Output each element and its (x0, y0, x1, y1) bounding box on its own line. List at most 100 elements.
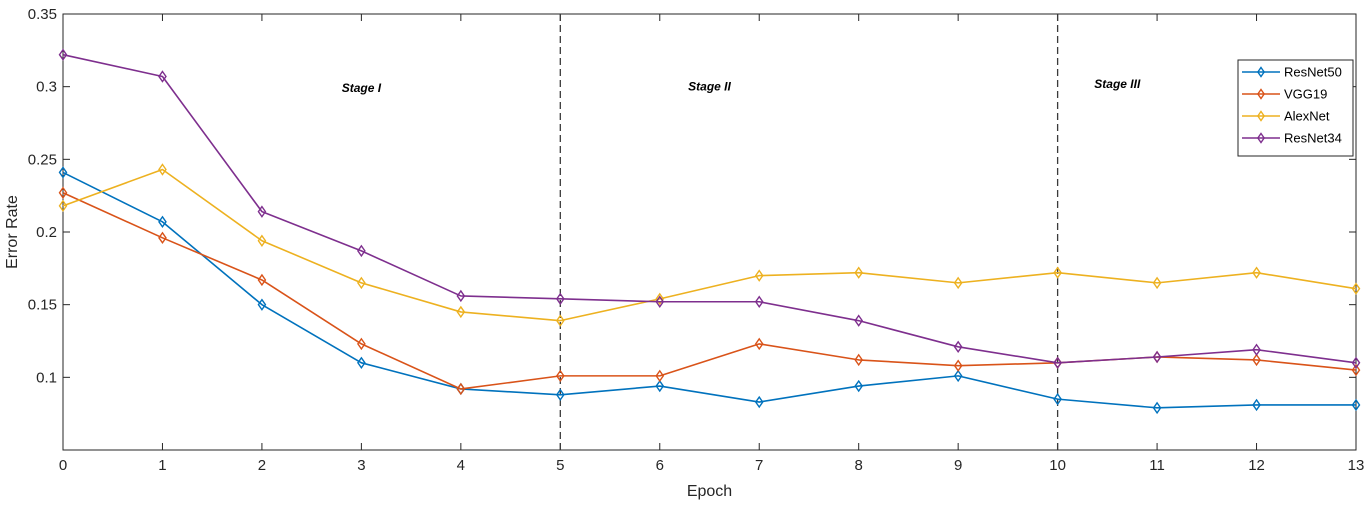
y-tick-label: 0.1 (36, 369, 57, 386)
series-resnet50 (58, 166, 1361, 415)
stage-annotation: Stage I (342, 81, 382, 95)
data-point-marker (953, 369, 963, 383)
data-point-marker (953, 276, 963, 290)
data-point-marker (257, 234, 267, 247)
data-point-marker (1351, 356, 1361, 370)
data-point-marker (1252, 353, 1261, 367)
data-point-marker (158, 70, 167, 83)
data-point-marker (754, 395, 764, 409)
data-point-marker (1053, 266, 1062, 279)
x-tick-label: 9 (954, 457, 962, 474)
data-point-marker (1053, 392, 1062, 406)
axes-layer: 0 1 2 3 4 5 6 7 8 9 10 11 12 130.10.150.20.250.30.35E… (4, 6, 1364, 500)
data-point-marker (754, 337, 764, 351)
x-tick-label: 0 (59, 457, 67, 474)
data-point-marker (555, 292, 565, 306)
data-point-marker (1252, 398, 1261, 412)
data-point-marker (655, 379, 665, 393)
x-tick-label: 10 (1049, 457, 1066, 474)
data-point-marker (854, 353, 864, 367)
data-point-marker (953, 359, 963, 372)
data-point-marker (655, 295, 665, 308)
y-axis-title: Error Rate (4, 195, 21, 269)
data-point-marker (1053, 356, 1062, 370)
data-point-marker (655, 369, 665, 383)
data-point-marker (854, 266, 864, 279)
legend-marker-swatch (1256, 132, 1266, 144)
legend-marker-swatch (1256, 88, 1266, 100)
x-tick-label: 2 (258, 457, 266, 474)
series-line (62, 53, 1357, 364)
series-line (62, 192, 1357, 390)
x-tick-label: 4 (457, 457, 465, 474)
data-point-marker (1351, 363, 1361, 377)
data-point-marker (456, 289, 466, 303)
legend-box (1237, 59, 1354, 157)
x-axis-title: Epoch (687, 483, 732, 500)
stage-annotation: Stage II (688, 80, 731, 94)
data-point-marker (754, 269, 764, 282)
series-layer (58, 48, 1361, 415)
series-resnet34 (58, 48, 1361, 370)
data-point-marker (854, 314, 864, 327)
legend-label: VGG19 (1284, 87, 1327, 102)
legend-entry: ResNet34 (1242, 131, 1342, 146)
data-point-marker (555, 369, 565, 383)
stage-divider-layer (559, 14, 1059, 450)
data-point-marker (555, 388, 565, 401)
data-point-marker (257, 205, 267, 218)
x-tick-label: 11 (1149, 457, 1165, 474)
x-tick-label: 3 (357, 457, 365, 474)
x-tick-label: 13 (1348, 457, 1365, 474)
legend-entry: ResNet50 (1242, 65, 1342, 80)
annotation-layer: Stage I Stage II Stage III (342, 77, 1141, 95)
x-tick-label: 8 (855, 457, 863, 474)
data-point-marker (58, 166, 68, 179)
data-point-marker (158, 215, 167, 229)
data-point-marker (754, 295, 764, 308)
y-tick-label: 0.2 (36, 224, 57, 241)
data-point-marker (456, 305, 466, 319)
data-point-marker (257, 273, 267, 287)
data-point-marker (357, 244, 366, 258)
x-tick-label: 5 (556, 457, 564, 474)
x-tick-label: 7 (755, 457, 763, 474)
series-line (62, 171, 1356, 409)
legend: ResNet50 VGG19 AlexNet ResNet34 (1237, 59, 1354, 157)
legend-entry: VGG19 (1242, 87, 1327, 102)
series-line (62, 168, 1357, 322)
data-point-marker (1152, 401, 1162, 415)
x-tick-label: 1 (158, 457, 166, 474)
legend-marker-swatch (1256, 66, 1266, 78)
stage-annotation: Stage III (1094, 77, 1141, 91)
data-point-marker (58, 186, 68, 199)
data-point-marker (1152, 276, 1162, 290)
data-point-marker (854, 379, 864, 393)
data-point-marker (357, 276, 366, 290)
legend-label: ResNet34 (1284, 131, 1342, 146)
data-point-marker (1252, 343, 1261, 356)
data-point-marker (555, 314, 565, 327)
y-tick-label: 0.3 (36, 79, 57, 96)
data-point-marker (1252, 266, 1261, 279)
data-point-marker (357, 337, 366, 351)
legend-label: AlexNet (1284, 109, 1330, 124)
data-point-marker (158, 163, 167, 176)
x-tick-label: 12 (1248, 457, 1265, 474)
data-point-marker (1152, 350, 1162, 364)
series-vgg19 (58, 186, 1361, 396)
data-point-marker (58, 199, 68, 213)
data-point-marker (655, 292, 665, 306)
x-tick-label: 6 (656, 457, 664, 474)
data-point-marker (158, 231, 167, 245)
y-tick-label: 0.25 (28, 151, 57, 168)
y-tick-label: 0.35 (28, 6, 57, 23)
legend-entry: AlexNet (1242, 109, 1330, 124)
data-point-marker (257, 298, 267, 311)
data-point-marker (456, 382, 466, 396)
series-alexnet (58, 163, 1361, 327)
data-point-marker (357, 356, 366, 370)
legend-marker-swatch (1256, 110, 1266, 122)
